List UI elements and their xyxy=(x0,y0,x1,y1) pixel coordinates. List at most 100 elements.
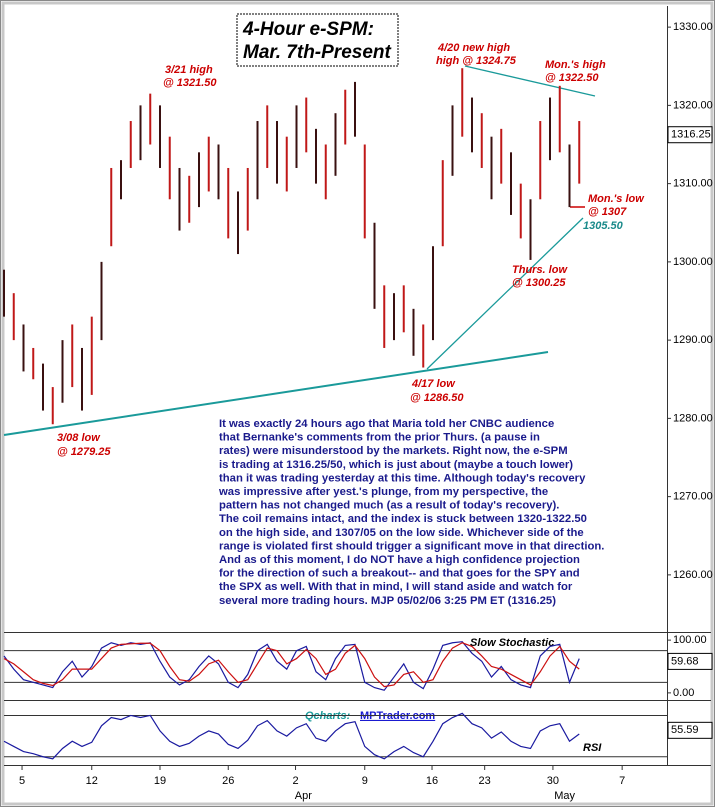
commentary-line: rates) were misunderstood by the markets… xyxy=(219,445,568,457)
price-bar xyxy=(237,191,239,255)
price-bar xyxy=(90,316,93,395)
y-tick-label: 1300.00 xyxy=(673,256,713,268)
price-bar xyxy=(227,167,230,239)
stochastic-line xyxy=(3,642,580,688)
stochastic-line xyxy=(3,641,580,691)
y-tick-label: 1310.00 xyxy=(673,178,713,190)
y-tick-label: 1330.00 xyxy=(673,21,713,33)
price-bar xyxy=(3,269,5,317)
annotation: @ 1321.50 xyxy=(163,77,217,89)
price-bar xyxy=(490,136,493,200)
annotation: @ 1322.50 xyxy=(545,72,599,84)
x-tick-label: 23 xyxy=(479,775,491,787)
price-bar xyxy=(110,167,113,247)
price-bar xyxy=(402,285,405,333)
commentary-line: The coil remains intact, and the index i… xyxy=(219,513,587,525)
price-bar xyxy=(168,136,171,200)
price-bar xyxy=(139,105,142,161)
commentary-line: pattern has not changed much (as a resul… xyxy=(219,500,559,512)
price-bar xyxy=(159,105,161,168)
y-tick-label: 0.00 xyxy=(673,687,694,699)
price-bar xyxy=(188,175,191,223)
price-bar xyxy=(354,81,356,137)
annotation: 3/21 high xyxy=(165,64,213,76)
panel-borders xyxy=(4,6,711,766)
commentary-line: several more trading hours. MJP 05/02/06… xyxy=(219,595,556,607)
price-bar xyxy=(451,105,454,176)
y-tick-label: 100.00 xyxy=(673,634,707,646)
last-value-label: 1316.25 xyxy=(671,129,711,141)
last-value-box xyxy=(667,126,713,144)
chart-title: Mar. 7th-Present xyxy=(243,42,391,63)
annotation: 3/08 low xyxy=(57,432,101,444)
price-bar xyxy=(558,85,561,153)
last-value-box xyxy=(667,721,713,739)
price-bar xyxy=(539,121,542,200)
price-bar xyxy=(217,144,220,200)
price-bar xyxy=(461,68,464,137)
price-bar xyxy=(383,285,386,348)
annotation: @ 1300.25 xyxy=(512,277,566,289)
x-tick-label: 16 xyxy=(426,775,438,787)
price-bar xyxy=(32,347,35,380)
price-bar xyxy=(500,128,503,184)
chart-title: 4-Hour e-SPM: xyxy=(242,19,374,40)
price-bar xyxy=(198,152,200,208)
price-bar xyxy=(295,105,298,168)
price-bar xyxy=(334,113,337,176)
price-bar xyxy=(256,121,259,200)
commentary-line: And as of this moment, I do NOT have a h… xyxy=(219,554,580,566)
annotation: Thurs. low xyxy=(512,264,568,276)
price-bar xyxy=(61,340,64,403)
x-tick-label: 9 xyxy=(362,775,368,787)
commentary-line: than it was trading yesterday at this ti… xyxy=(219,472,586,484)
annotation: Mon.'s low xyxy=(588,193,645,205)
price-bar xyxy=(120,160,122,200)
commentary-line: for the direction of such a breakout-- a… xyxy=(219,568,580,580)
y-tick-label: 1290.00 xyxy=(673,334,713,346)
x-tick-label: 2 xyxy=(292,775,298,787)
panel-title: Slow Stochastic xyxy=(470,637,554,649)
commentary-line: the SPX as well. With that in mind, I wi… xyxy=(219,581,573,593)
price-bar xyxy=(412,308,415,356)
price-bar xyxy=(568,144,571,208)
commentary-line: It was exactly 24 hours ago that Maria t… xyxy=(219,418,554,430)
price-bar xyxy=(305,97,308,153)
price-bar xyxy=(480,113,483,168)
price-bar xyxy=(529,199,532,260)
x-tick-label: 12 xyxy=(86,775,98,787)
annotation: @ 1286.50 xyxy=(410,392,464,404)
y-tick-label: 1270.00 xyxy=(673,491,713,503)
price-bar xyxy=(42,363,44,411)
price-bar xyxy=(81,347,83,411)
commentary-line: is trading at 1316.25/50, which is just … xyxy=(219,459,573,471)
annotation: 1305.50 xyxy=(583,220,624,232)
price-bar xyxy=(129,121,132,168)
y-tick-label: 1260.00 xyxy=(673,569,713,581)
commentary-line: was impressive after yest.'s plunge, fro… xyxy=(218,486,548,498)
y-tick-label: 1280.00 xyxy=(673,412,713,424)
price-bar xyxy=(178,167,181,231)
y-tick-label: 1320.00 xyxy=(673,99,713,111)
trendlines xyxy=(3,65,596,436)
last-value-label: 59.68 xyxy=(671,655,699,667)
annotation: @ 1307 xyxy=(588,206,627,218)
price-bar xyxy=(441,160,444,247)
price-bar xyxy=(471,97,473,153)
annotation: 4/17 low xyxy=(411,378,456,390)
title-box xyxy=(236,13,399,67)
trendline xyxy=(464,65,596,97)
price-bar xyxy=(22,324,25,372)
price-bar xyxy=(393,293,395,341)
price-bar xyxy=(285,136,288,192)
annotation: @ 1279.25 xyxy=(57,446,111,458)
price-bar xyxy=(510,152,512,215)
trendline xyxy=(3,351,549,436)
commentary-line: on the high side, and 1307/05 on the low… xyxy=(219,527,584,539)
price-bar xyxy=(100,261,103,341)
price-bar xyxy=(578,121,581,184)
price-bar xyxy=(315,128,317,184)
